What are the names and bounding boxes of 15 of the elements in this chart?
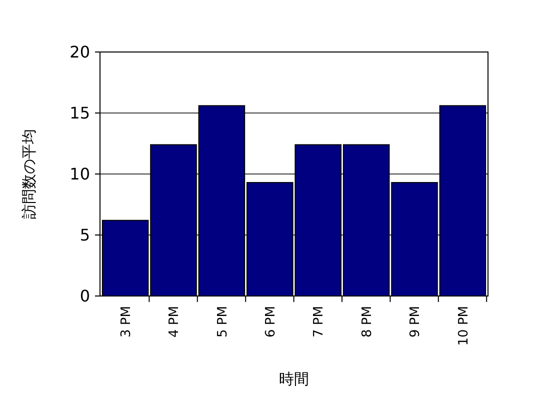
x-tick-label: 7 PM (312, 306, 327, 338)
y-tick-label: 10 (70, 164, 90, 184)
x-tick-label: 9 PM (408, 306, 424, 338)
x-tick-label: 3 PM (118, 306, 134, 338)
x-tick-label: 4 PM (167, 306, 182, 338)
y-tick-label: 20 (70, 42, 90, 62)
y-tick-label: 15 (70, 104, 90, 123)
y-tick-label: 5 (80, 226, 90, 245)
x-tick-label: 10 PM (456, 306, 472, 346)
x-tick-label: 5 PM (215, 306, 230, 338)
x-tick-label: 8 PM (360, 306, 375, 338)
y-tick-label: 0 (80, 286, 90, 306)
y-axis-title: 訪問数の平均 (20, 129, 38, 219)
x-tick-label: 6 PM (263, 306, 278, 338)
x-axis-title: 時間 (279, 370, 309, 388)
